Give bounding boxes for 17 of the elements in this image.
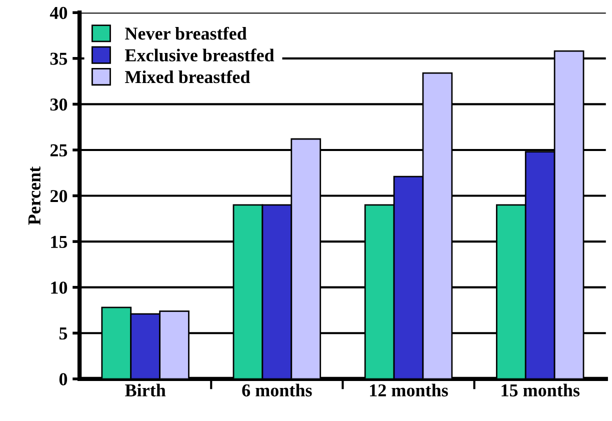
y-tick-label: 20 — [50, 190, 68, 202]
y-axis-title: Percent — [28, 166, 40, 225]
y-tick-label: 35 — [50, 52, 68, 65]
x-tick-label: 12 months — [370, 384, 448, 396]
y-tick-label: 15 — [51, 236, 68, 248]
y-tick-label: 30 — [50, 98, 68, 111]
x-tick-label: Birth — [125, 384, 166, 396]
y-tick-label: 40 — [50, 6, 68, 20]
legend-label: Never breastfed — [125, 26, 247, 40]
x-tick-label: 15 months — [502, 384, 580, 396]
legend-label: Mixed breastfed — [125, 70, 250, 84]
y-tick-label: 0 — [59, 373, 68, 386]
y-tick-label: 25 — [50, 144, 68, 156]
y-tick-label: 10 — [51, 282, 68, 294]
x-tick-label: 6 months — [242, 384, 312, 396]
y-tick-label: 5 — [59, 328, 68, 340]
legend-label: Exclusive breastfed — [125, 48, 274, 62]
